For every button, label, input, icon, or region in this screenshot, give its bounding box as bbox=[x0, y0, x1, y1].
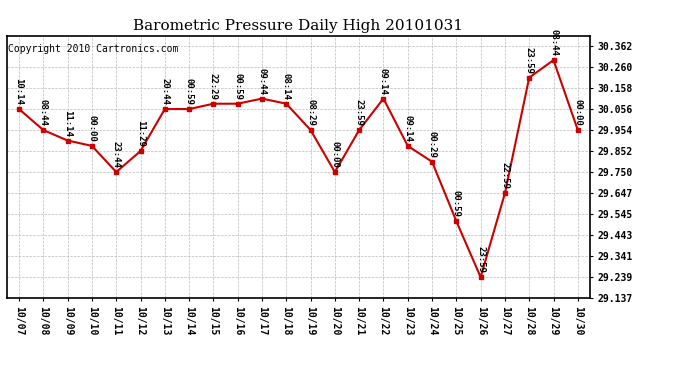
Text: 23:59: 23:59 bbox=[524, 46, 534, 74]
Text: 09:44: 09:44 bbox=[257, 68, 266, 94]
Text: 08:44: 08:44 bbox=[39, 99, 48, 126]
Text: 00:59: 00:59 bbox=[452, 190, 461, 217]
Text: 00:00: 00:00 bbox=[331, 141, 339, 168]
Text: 00:00: 00:00 bbox=[573, 99, 582, 126]
Text: 20:44: 20:44 bbox=[160, 78, 169, 105]
Text: 00:59: 00:59 bbox=[233, 73, 242, 99]
Text: 08:44: 08:44 bbox=[549, 29, 558, 56]
Text: 11:14: 11:14 bbox=[63, 110, 72, 136]
Text: 09:14: 09:14 bbox=[403, 115, 412, 142]
Text: 22:29: 22:29 bbox=[209, 73, 218, 99]
Text: 08:14: 08:14 bbox=[282, 73, 290, 99]
Text: 10:14: 10:14 bbox=[14, 78, 23, 105]
Text: Copyright 2010 Cartronics.com: Copyright 2010 Cartronics.com bbox=[8, 44, 179, 54]
Text: 23:59: 23:59 bbox=[355, 99, 364, 126]
Text: 00:00: 00:00 bbox=[88, 115, 97, 142]
Text: 00:59: 00:59 bbox=[185, 78, 194, 105]
Text: 08:29: 08:29 bbox=[306, 99, 315, 126]
Text: 09:14: 09:14 bbox=[379, 68, 388, 94]
Title: Barometric Pressure Daily High 20101031: Barometric Pressure Daily High 20101031 bbox=[133, 19, 464, 33]
Text: 00:29: 00:29 bbox=[428, 131, 437, 158]
Text: 22:59: 22:59 bbox=[500, 162, 509, 189]
Text: 23:59: 23:59 bbox=[476, 246, 485, 273]
Text: 23:44: 23:44 bbox=[112, 141, 121, 168]
Text: 11:29: 11:29 bbox=[136, 120, 145, 147]
